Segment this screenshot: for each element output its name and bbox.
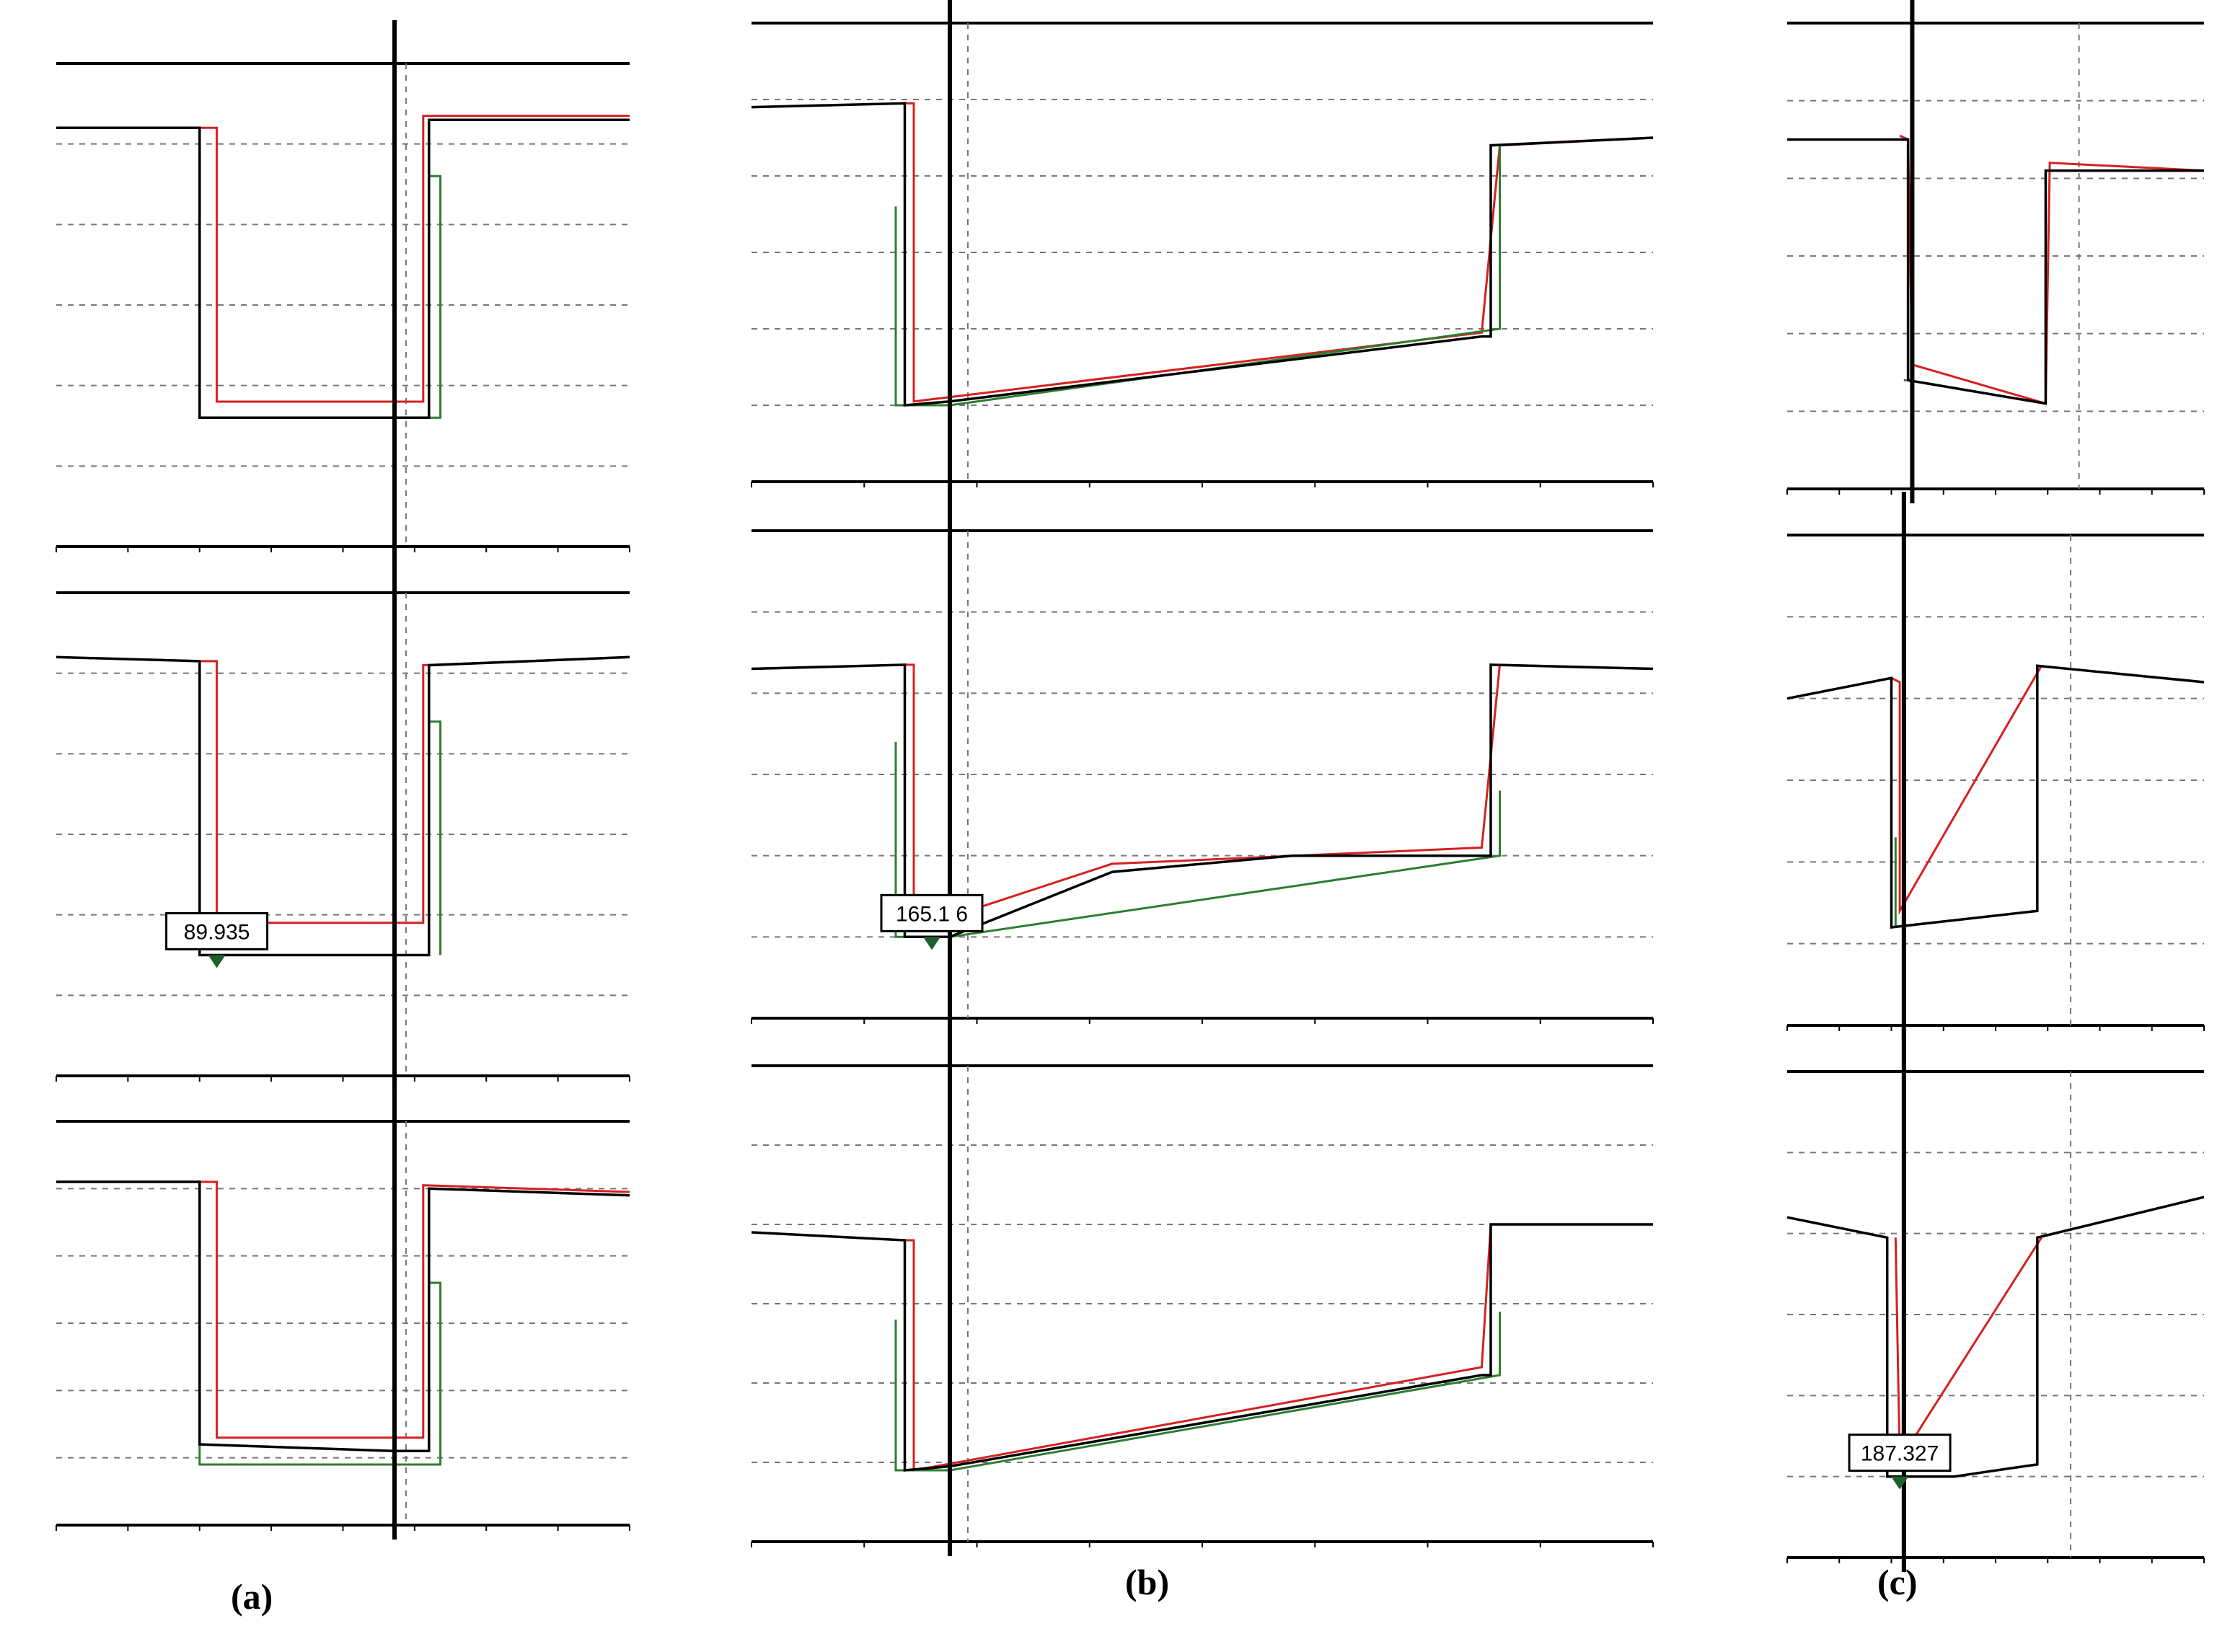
series-line-red [1899, 134, 2205, 405]
marker-pointer [923, 937, 940, 950]
value-marker[interactable]: 89.935 [165, 912, 269, 968]
chart-panel-a2: 89.935 [56, 549, 630, 1090]
series-line-black [751, 102, 1654, 407]
chart-panel-c3: 187.327 [1786, 1028, 2205, 1572]
value-marker[interactable]: 165.1 6 [880, 893, 984, 950]
panel-label-a: (a) [231, 1576, 273, 1617]
value-marker[interactable]: 187.327 [1848, 1434, 1952, 1490]
series-line-black [56, 655, 630, 957]
series-line-red [1890, 665, 2042, 915]
marker-box [1848, 1434, 1952, 1472]
chart-panel-b3 [751, 1022, 1654, 1556]
marker-pointer [1891, 1476, 1909, 1490]
chart-panel-b1 [751, 0, 1654, 496]
marker-value: 187.327 [1861, 1442, 1939, 1466]
series-line-red [1894, 1237, 2042, 1465]
marker-box [165, 912, 269, 950]
chart-panel-a1 [56, 20, 630, 561]
marker-box [880, 893, 984, 932]
series-line-red [904, 1223, 1653, 1472]
series-line-red [199, 1180, 630, 1439]
series-line-black [56, 118, 630, 420]
marker-value: 89.935 [184, 921, 250, 945]
series-line-black [56, 1180, 630, 1453]
chart-panel-c1 [1786, 0, 2205, 503]
marker-pointer [208, 955, 226, 968]
series-line-red [199, 655, 630, 924]
series-line-green [894, 1312, 1501, 1472]
chart-panel-a3 [56, 1078, 630, 1540]
series-line-red [199, 115, 630, 403]
series-line-black [1787, 138, 2204, 405]
series-line-black [1786, 664, 2205, 929]
chart-panel-c2 [1786, 492, 2205, 1040]
chart-panel-b2: 165.1 6 [751, 487, 1654, 1033]
series-line-green [199, 175, 442, 419]
series-line-green [894, 741, 1501, 938]
panel-label-b: (b) [1125, 1562, 1170, 1602]
series-line-black [751, 663, 1654, 939]
marker-value: 165.1 6 [896, 902, 968, 926]
series-line-black [1786, 1196, 2205, 1478]
series-line-green [198, 1281, 442, 1466]
panel-label-c: (c) [1877, 1562, 1918, 1602]
series-line-black [751, 1223, 1653, 1472]
series-line-green [428, 720, 442, 955]
